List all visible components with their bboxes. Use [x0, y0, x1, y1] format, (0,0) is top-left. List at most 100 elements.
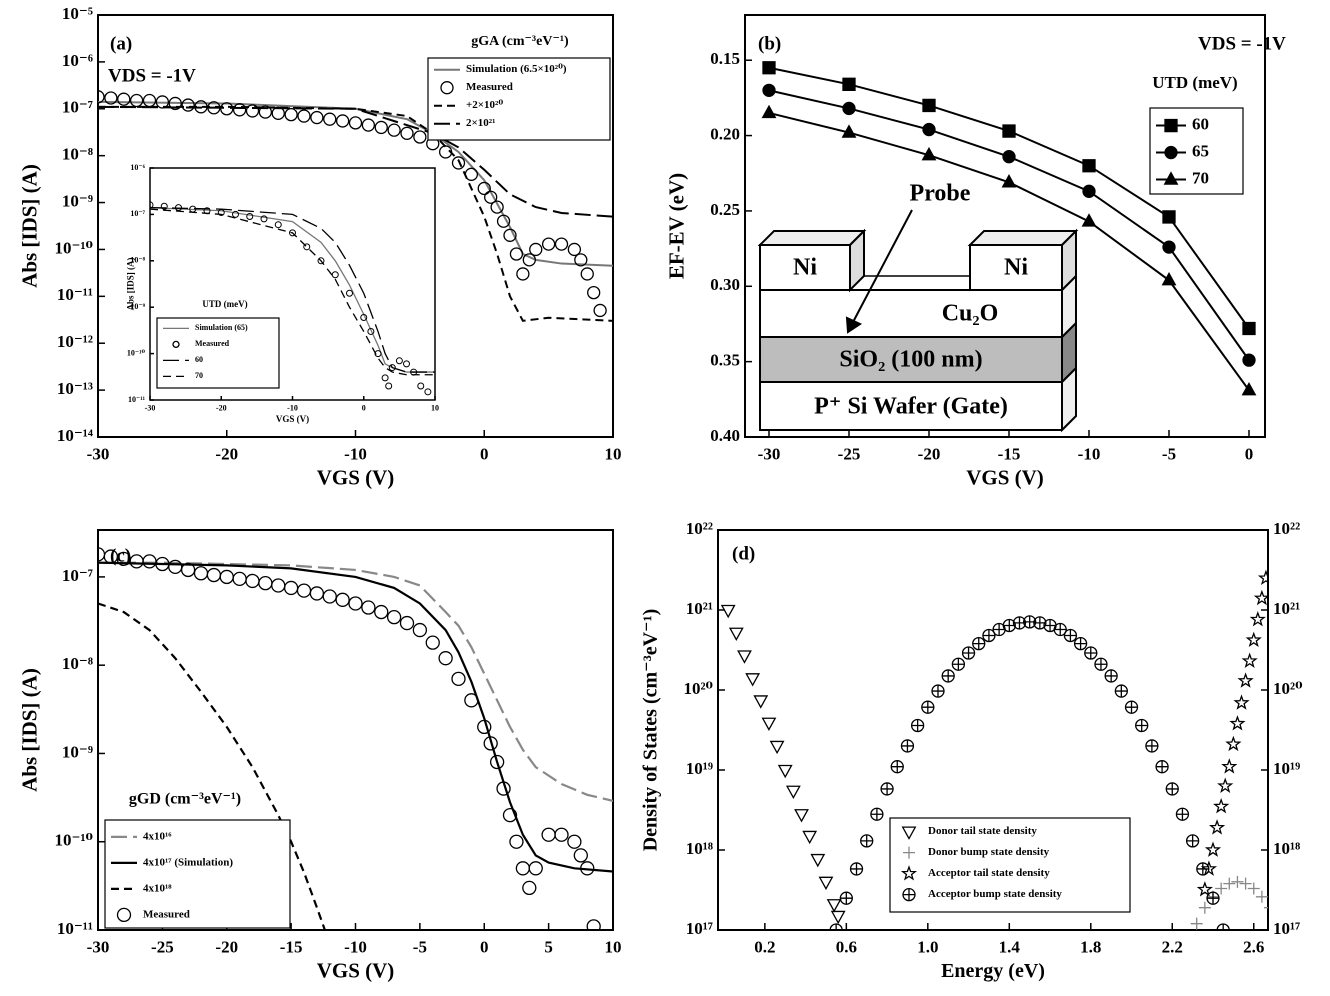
data-point [1001, 174, 1017, 188]
legend-label: Measured [466, 81, 513, 93]
legend-label: +2×10²⁰ [466, 99, 503, 111]
y-tick-label: 10²¹ [686, 599, 713, 618]
data-point [818, 876, 834, 891]
data-point [1231, 875, 1244, 888]
data-point [98, 90, 105, 104]
data-point [737, 650, 752, 664]
data-point [438, 651, 453, 666]
data-point [982, 628, 996, 643]
x-tick-label: 0 [480, 938, 489, 957]
x-axis-title: Energy (eV) [941, 960, 1045, 982]
x-tick-label: 2.2 [1162, 938, 1183, 957]
data-point [464, 167, 479, 181]
data-point [972, 636, 986, 651]
data-point [522, 253, 536, 267]
data-point [490, 200, 504, 214]
data-point [900, 739, 915, 753]
data-point [180, 562, 196, 578]
y-axis-title: Abs [IDS] (A) [18, 164, 42, 288]
annotation: VDS = -1V [108, 65, 196, 86]
y-tick-label: 0.15 [710, 49, 740, 68]
data-point [1200, 860, 1218, 876]
data-point [541, 237, 556, 251]
data-point [849, 862, 864, 876]
data-point [387, 123, 401, 137]
data-point [931, 684, 945, 698]
y-tick-label: 10⁻¹³ [57, 379, 93, 398]
data-point [1216, 923, 1230, 930]
data-point [574, 253, 588, 267]
legend-label: Donor tail state density [928, 825, 1037, 837]
y-tick-label: 10⁻⁹ [130, 302, 145, 311]
y2-tick-label: 10²¹ [1273, 599, 1300, 618]
data-line [150, 206, 435, 373]
data-point [1255, 890, 1268, 903]
data-point [528, 861, 543, 876]
data-point [1185, 834, 1200, 848]
panel-label: (a) [110, 33, 132, 54]
data-point [567, 242, 582, 257]
data-point [367, 328, 375, 335]
data-point [1215, 882, 1228, 895]
y-tick-label: 0.25 [710, 200, 740, 219]
data-point [335, 114, 350, 128]
y-tick-label: 10⁻¹⁰ [54, 831, 93, 850]
data-point [880, 782, 894, 796]
data-point [516, 267, 530, 281]
data-point [425, 635, 440, 650]
data-point [1165, 782, 1179, 796]
data-point [1082, 159, 1096, 173]
x-tick-label: 10 [605, 445, 622, 464]
data-point [961, 646, 976, 660]
data-line [98, 105, 613, 322]
probe-arrow [851, 209, 913, 325]
data-point [381, 374, 389, 382]
data-point [402, 360, 411, 368]
legend-marker [902, 888, 916, 902]
data-point [1082, 184, 1096, 198]
data-point [503, 228, 517, 242]
data-point [246, 213, 254, 220]
series-layer [720, 569, 1268, 930]
series-layer [761, 61, 1257, 396]
x-tick-label: -25 [151, 938, 174, 957]
data-point [502, 808, 518, 823]
x-tick-label: -10 [344, 445, 367, 464]
y-tick-label: 10⁻¹⁰ [54, 238, 93, 257]
legend-label: 2×10²¹ [466, 117, 495, 129]
data-point [829, 923, 843, 930]
legend-label: 60 [195, 355, 203, 364]
data-point [400, 126, 414, 140]
legend-title: UTD (meV) [1152, 73, 1237, 92]
data-point [477, 181, 491, 196]
x-axis-title: VGS (V) [317, 465, 395, 489]
data-point [129, 93, 144, 108]
plots: -30 -20 -10 0 10 10⁻¹⁴ 10⁻¹³ 10⁻¹² 10⁻¹¹ 10⁻¹⁰ 10⁻… [18, 4, 1303, 982]
data-point [385, 382, 393, 390]
data-point [842, 77, 856, 91]
y2-tick-label: 10¹⁸ [1273, 839, 1300, 858]
data-point [761, 104, 777, 119]
x-tick-label: 10 [605, 938, 622, 957]
legend-marker [1163, 171, 1179, 185]
x-tick-label: 1.4 [999, 938, 1021, 957]
x-tick-label: 1.8 [1080, 938, 1101, 957]
series-layer [150, 201, 435, 396]
data-point [1247, 882, 1260, 895]
data-point [1002, 124, 1016, 138]
data-point [1229, 715, 1246, 731]
x-axis-title: VGS (V) [317, 958, 395, 982]
data-point [1249, 611, 1266, 627]
y-tick-label: 10⁻⁶ [62, 51, 93, 70]
data-point [554, 237, 569, 251]
data-point [580, 861, 595, 876]
legend-box [104, 819, 291, 929]
data-point [181, 98, 195, 112]
data-point [386, 610, 402, 625]
data-point [1242, 321, 1256, 336]
data-point [841, 124, 857, 138]
data-point [117, 92, 131, 106]
data-point [412, 622, 428, 638]
data-point [496, 214, 511, 228]
legend-marker [172, 340, 180, 348]
